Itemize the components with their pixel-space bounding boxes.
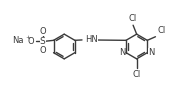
Text: O: O xyxy=(27,37,34,46)
Text: N: N xyxy=(148,48,155,57)
Text: Cl: Cl xyxy=(132,70,141,79)
Text: Na: Na xyxy=(13,36,24,45)
Text: HN: HN xyxy=(85,35,98,44)
Text: Cl: Cl xyxy=(129,14,137,23)
Text: O: O xyxy=(39,46,46,55)
Text: S: S xyxy=(40,37,45,46)
Text: +: + xyxy=(25,35,31,40)
Text: O: O xyxy=(39,27,46,36)
Text: Cl: Cl xyxy=(158,26,166,35)
Text: N: N xyxy=(119,48,125,57)
